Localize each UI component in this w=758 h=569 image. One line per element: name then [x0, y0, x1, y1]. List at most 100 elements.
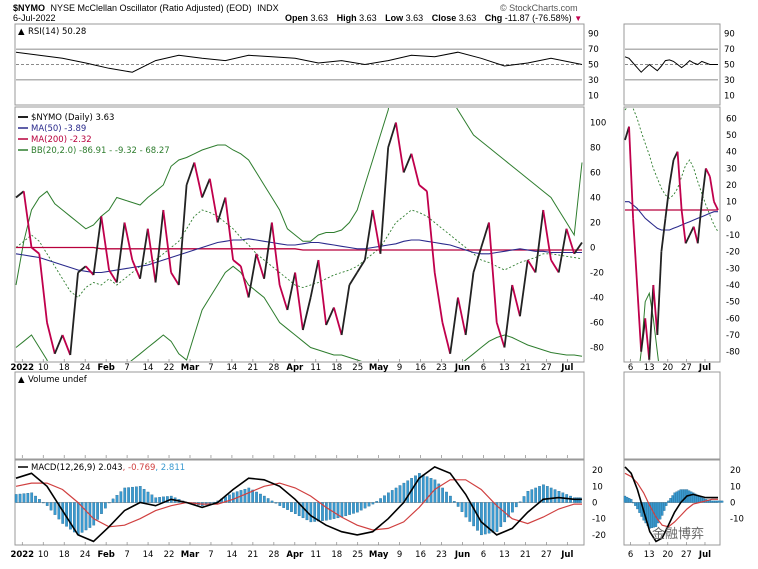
- inset-price-ytick-label: -20: [726, 248, 740, 258]
- macd-histogram-bar: [266, 498, 270, 503]
- inset-price-xtick-label: 6: [628, 363, 633, 373]
- inset-price-ytick-label: -10: [726, 231, 740, 241]
- macd-histogram-bar: [526, 491, 530, 503]
- macd-histogram-bar: [228, 494, 231, 503]
- inset-bb-lower-line: [639, 291, 659, 361]
- macd-histogram-bar: [18, 493, 22, 503]
- macd-histogram-bar: [30, 492, 34, 503]
- macd-histogram-bar: [538, 486, 541, 503]
- macd-histogram-bar: [255, 491, 258, 503]
- macd-histogram-bar: [115, 495, 119, 503]
- macd-histogram-bar: [464, 502, 468, 518]
- hist-legend-value: , 2.811: [155, 463, 185, 473]
- price-xtick-label: 13: [499, 363, 510, 373]
- macd-histogram-bar: [549, 487, 553, 503]
- inset-price-xtick-label: Jul: [698, 363, 711, 373]
- inset-macd-histogram-bar: [718, 500, 722, 503]
- nymo-price-segment: [441, 322, 452, 354]
- price-xtick-label: 25: [352, 363, 363, 373]
- macd-histogram-bar: [76, 502, 80, 536]
- nymo-price-segment: [495, 322, 506, 348]
- macd-ytick-label: 20: [592, 466, 603, 476]
- macd-histogram-bar: [158, 497, 161, 503]
- inset-macd-xtick-label: 13: [644, 550, 655, 560]
- macd-xtick-label: 21: [247, 550, 258, 560]
- macd-histogram-bar: [104, 502, 107, 509]
- nymo-price-segment: [325, 307, 335, 326]
- price-xtick-label: 9: [397, 363, 402, 373]
- macd-histogram-bar: [26, 493, 30, 503]
- nymo-price-segment: [38, 253, 48, 323]
- macd-histogram-bar: [45, 502, 49, 506]
- nymo-price-segment: [247, 253, 258, 298]
- bb-upper-line: [15, 108, 583, 286]
- inset-price-segment: [628, 126, 634, 219]
- macd-histogram-bar: [499, 502, 503, 527]
- inset-macd-histogram-bar: [708, 500, 711, 503]
- macd-histogram-bar: [243, 488, 247, 503]
- price-legend-text: $NYMO (Daily) 3.63: [31, 113, 114, 123]
- macd-histogram-bar: [270, 500, 274, 503]
- rsi-ytick-label: 30: [588, 76, 599, 86]
- nymo-price-segment: [340, 284, 351, 336]
- price-xtick-label: 6: [481, 363, 486, 373]
- collapse-icon: ▲: [18, 27, 25, 37]
- rsi-ytick-label: 50: [588, 61, 599, 71]
- bb-lower-line: [15, 265, 583, 361]
- macd-histogram-bar: [359, 502, 363, 511]
- macd-xtick-label: 2022: [10, 550, 34, 560]
- macd-histogram-bar: [324, 502, 328, 521]
- inset-macd-histogram-bar: [665, 502, 668, 506]
- macd-xtick-label: 27: [541, 550, 552, 560]
- macd-histogram-bar: [367, 502, 371, 507]
- macd-histogram-bar: [309, 502, 313, 523]
- nymo-price-segment: [139, 228, 149, 279]
- inset-price-ytick-label: -30: [726, 264, 740, 274]
- inset-price-segment: [632, 218, 639, 286]
- nymo-price-segment: [53, 334, 64, 355]
- price-legend: $NYMO (Daily) 3.63 MA(50) -3.89 MA(200) …: [18, 113, 170, 156]
- nymo-price-segment: [557, 228, 568, 273]
- rsi-legend-text: RSI(14) 50.28: [28, 27, 86, 37]
- price-xtick-label: 27: [541, 363, 552, 373]
- nymo-price-segment: [286, 272, 297, 311]
- nymo-price-segment: [480, 222, 490, 248]
- inset-price-segment: [696, 201, 703, 244]
- nymo-price-segment: [371, 209, 382, 254]
- nymo-price-segment: [457, 297, 467, 336]
- nymo-price-segment: [154, 209, 165, 283]
- price-xtick-label: Jul: [560, 363, 573, 373]
- chart-header: $NYMO NYSE McClellan Oscillator (Ratio A…: [13, 3, 279, 13]
- rsi-panel-frame: [14, 23, 585, 106]
- macd-xtick-label: May: [369, 550, 389, 560]
- macd-histogram-bar: [414, 475, 417, 503]
- inset-price-segment: [656, 251, 663, 336]
- macd-xtick-label: 22: [164, 550, 175, 560]
- nymo-price-segment: [519, 259, 529, 317]
- price-plot-area: [15, 108, 583, 361]
- macd-histogram-bar: [375, 501, 379, 503]
- inset-macd-histogram-bar: [638, 502, 641, 513]
- nymo-price-segment: [108, 269, 118, 283]
- macd-histogram-bar: [437, 483, 441, 503]
- inset-price-segment: [668, 159, 675, 186]
- nymo-price-segment: [131, 259, 141, 280]
- inset-price-ytick-label: 60: [726, 114, 737, 124]
- macd-histogram-bar: [274, 502, 278, 504]
- inset-price-segment: [676, 151, 683, 211]
- macd-histogram-bar: [553, 489, 557, 503]
- macd-xtick-label: Apr: [286, 550, 304, 560]
- macd-xtick-label: 7: [208, 550, 213, 560]
- macd-histogram-bar: [336, 502, 340, 519]
- inset-macd-histogram-bar: [712, 500, 716, 503]
- inset-macd-histogram-bar: [689, 491, 693, 503]
- inset-macd-histogram-bar: [625, 496, 629, 503]
- nymo-price-segment: [162, 209, 172, 273]
- price-xtick-label: 11: [310, 363, 321, 373]
- macd-xtick-label: 23: [436, 550, 447, 560]
- nymo-price-segment: [364, 209, 374, 261]
- macd-histogram-bar: [379, 498, 382, 503]
- macd-histogram-bar: [57, 502, 61, 520]
- macd-histogram-bar: [542, 484, 545, 503]
- macd-histogram-bar: [100, 502, 103, 514]
